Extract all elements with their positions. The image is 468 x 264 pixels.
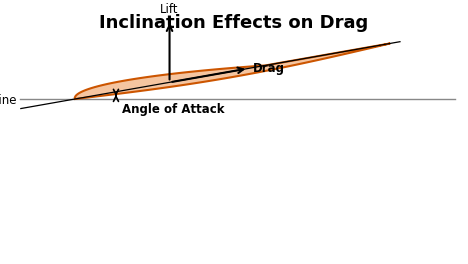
Text: Lift: Lift [161,3,179,16]
Text: Drag: Drag [253,62,285,75]
Text: Chord Line: Chord Line [0,93,17,107]
Text: Inclination Effects on Drag: Inclination Effects on Drag [99,14,369,32]
Polygon shape [75,44,390,99]
Text: Angle of Attack: Angle of Attack [122,103,225,116]
